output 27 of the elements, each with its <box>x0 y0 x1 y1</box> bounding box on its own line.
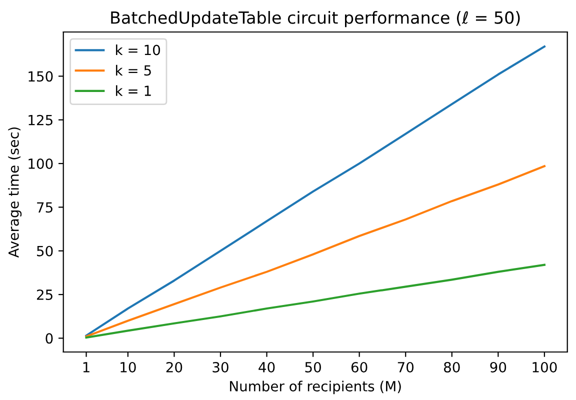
y-axis-title: Average time (sec) <box>8 127 22 258</box>
x-tick-label: 80 <box>444 362 460 372</box>
x-tick-label: 10 <box>120 362 136 372</box>
y-tick-label: 150 <box>28 71 53 82</box>
line-series <box>85 45 546 337</box>
y-tick-label: 50 <box>37 246 53 256</box>
y-tick-label: 125 <box>28 114 52 126</box>
y-tick-label: 75 <box>37 202 52 213</box>
x-tick-label: 1 <box>83 362 90 372</box>
x-tick-label: 70 <box>398 362 414 372</box>
legend-label: k = 5 <box>116 64 151 76</box>
x-axis-title: Number of recipients (M) <box>230 380 401 394</box>
y-tick-label: 25 <box>36 290 52 300</box>
x-tick-label: 60 <box>351 362 368 372</box>
legend-label: k = 1 <box>116 85 151 96</box>
legend-label: k = 10 <box>116 44 160 56</box>
x-tick-label: 30 <box>212 362 228 372</box>
y-tick-label: 0 <box>46 333 53 344</box>
x-tick-label: 100 <box>532 362 557 372</box>
x-tick-label: 20 <box>166 362 182 372</box>
x-tick-label: 90 <box>490 362 506 372</box>
x-tick-label: 40 <box>258 362 275 372</box>
line-series <box>85 165 546 338</box>
y-tick-label: 100 <box>28 158 53 170</box>
chart-title: BatchedUpdateTable circuit performance (ℓ = 50) <box>111 11 520 28</box>
line-series <box>85 264 546 339</box>
x-tick-label: 50 <box>305 362 321 372</box>
